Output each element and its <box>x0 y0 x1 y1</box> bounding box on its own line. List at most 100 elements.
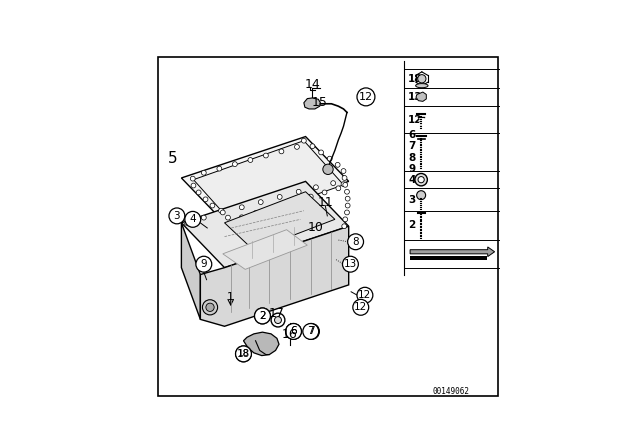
Polygon shape <box>181 137 349 223</box>
Circle shape <box>220 210 225 215</box>
Text: 8: 8 <box>352 237 359 247</box>
Circle shape <box>202 170 206 175</box>
Circle shape <box>323 164 333 174</box>
Circle shape <box>336 186 340 191</box>
Circle shape <box>327 156 332 161</box>
Text: 13: 13 <box>344 259 357 269</box>
Circle shape <box>342 224 347 228</box>
Circle shape <box>210 203 215 208</box>
Text: 11: 11 <box>317 196 333 209</box>
Text: 4: 4 <box>408 175 415 185</box>
Text: 6
7
8
9: 6 7 8 9 <box>408 129 415 174</box>
Circle shape <box>190 176 195 181</box>
Circle shape <box>271 313 285 327</box>
Circle shape <box>417 191 426 200</box>
Circle shape <box>343 182 348 187</box>
Circle shape <box>196 190 201 195</box>
Circle shape <box>322 190 327 195</box>
Polygon shape <box>304 98 321 109</box>
Circle shape <box>264 153 268 158</box>
Circle shape <box>239 215 244 220</box>
Circle shape <box>206 303 214 311</box>
Circle shape <box>303 323 319 340</box>
Text: 15: 15 <box>312 95 328 108</box>
Circle shape <box>294 145 300 149</box>
Circle shape <box>219 208 223 213</box>
Text: 3: 3 <box>173 211 180 221</box>
Circle shape <box>341 168 346 173</box>
Circle shape <box>248 158 253 163</box>
Circle shape <box>418 177 424 183</box>
Circle shape <box>202 215 206 220</box>
Polygon shape <box>200 226 349 326</box>
Circle shape <box>217 166 221 171</box>
Text: 2: 2 <box>408 220 415 230</box>
Polygon shape <box>225 192 335 250</box>
Text: 18: 18 <box>237 349 249 358</box>
Circle shape <box>357 287 373 303</box>
Text: 5: 5 <box>168 151 177 167</box>
Circle shape <box>357 88 375 106</box>
Circle shape <box>255 308 270 324</box>
Circle shape <box>353 299 369 315</box>
Text: 12: 12 <box>359 92 373 102</box>
Text: 3: 3 <box>408 194 415 204</box>
Polygon shape <box>416 92 426 101</box>
Circle shape <box>319 150 323 155</box>
Circle shape <box>345 203 350 208</box>
Text: 7: 7 <box>308 327 315 336</box>
Circle shape <box>275 317 282 323</box>
Text: 7: 7 <box>307 327 314 336</box>
Circle shape <box>285 323 301 340</box>
Circle shape <box>202 300 218 315</box>
Circle shape <box>253 211 258 215</box>
Circle shape <box>418 75 426 83</box>
Polygon shape <box>181 223 200 319</box>
Circle shape <box>169 208 185 224</box>
Circle shape <box>348 234 364 250</box>
Circle shape <box>335 163 340 167</box>
Circle shape <box>314 185 318 190</box>
Polygon shape <box>410 255 487 260</box>
Circle shape <box>343 217 348 222</box>
Circle shape <box>236 346 252 362</box>
Circle shape <box>236 346 252 362</box>
Text: 12: 12 <box>408 115 422 125</box>
Text: 9: 9 <box>200 259 207 269</box>
Ellipse shape <box>415 84 428 88</box>
Text: 12: 12 <box>354 302 367 312</box>
Circle shape <box>239 205 244 210</box>
Text: 6: 6 <box>290 327 297 336</box>
Text: 2: 2 <box>259 311 266 321</box>
Circle shape <box>342 176 347 181</box>
Text: 14: 14 <box>305 78 321 91</box>
Text: 17: 17 <box>269 307 285 320</box>
Text: 10: 10 <box>308 221 323 234</box>
Circle shape <box>344 190 349 194</box>
Circle shape <box>345 196 350 201</box>
Circle shape <box>301 138 307 143</box>
Circle shape <box>185 211 201 227</box>
Text: 00149062: 00149062 <box>433 387 470 396</box>
Text: 6: 6 <box>290 327 297 336</box>
Circle shape <box>259 200 263 204</box>
Circle shape <box>184 220 189 225</box>
Circle shape <box>415 173 428 186</box>
Text: 18: 18 <box>408 74 422 84</box>
Text: 18: 18 <box>237 349 250 359</box>
Polygon shape <box>181 181 349 267</box>
Circle shape <box>225 215 230 220</box>
Circle shape <box>344 210 349 215</box>
Circle shape <box>255 308 270 324</box>
Text: 1: 1 <box>227 292 234 302</box>
Circle shape <box>342 256 358 272</box>
Circle shape <box>279 149 284 154</box>
Circle shape <box>303 323 319 340</box>
Circle shape <box>267 207 272 211</box>
Text: 13: 13 <box>408 92 422 102</box>
Circle shape <box>341 182 346 186</box>
Circle shape <box>203 197 208 202</box>
Circle shape <box>281 202 285 207</box>
Circle shape <box>231 220 236 225</box>
Circle shape <box>294 198 300 203</box>
